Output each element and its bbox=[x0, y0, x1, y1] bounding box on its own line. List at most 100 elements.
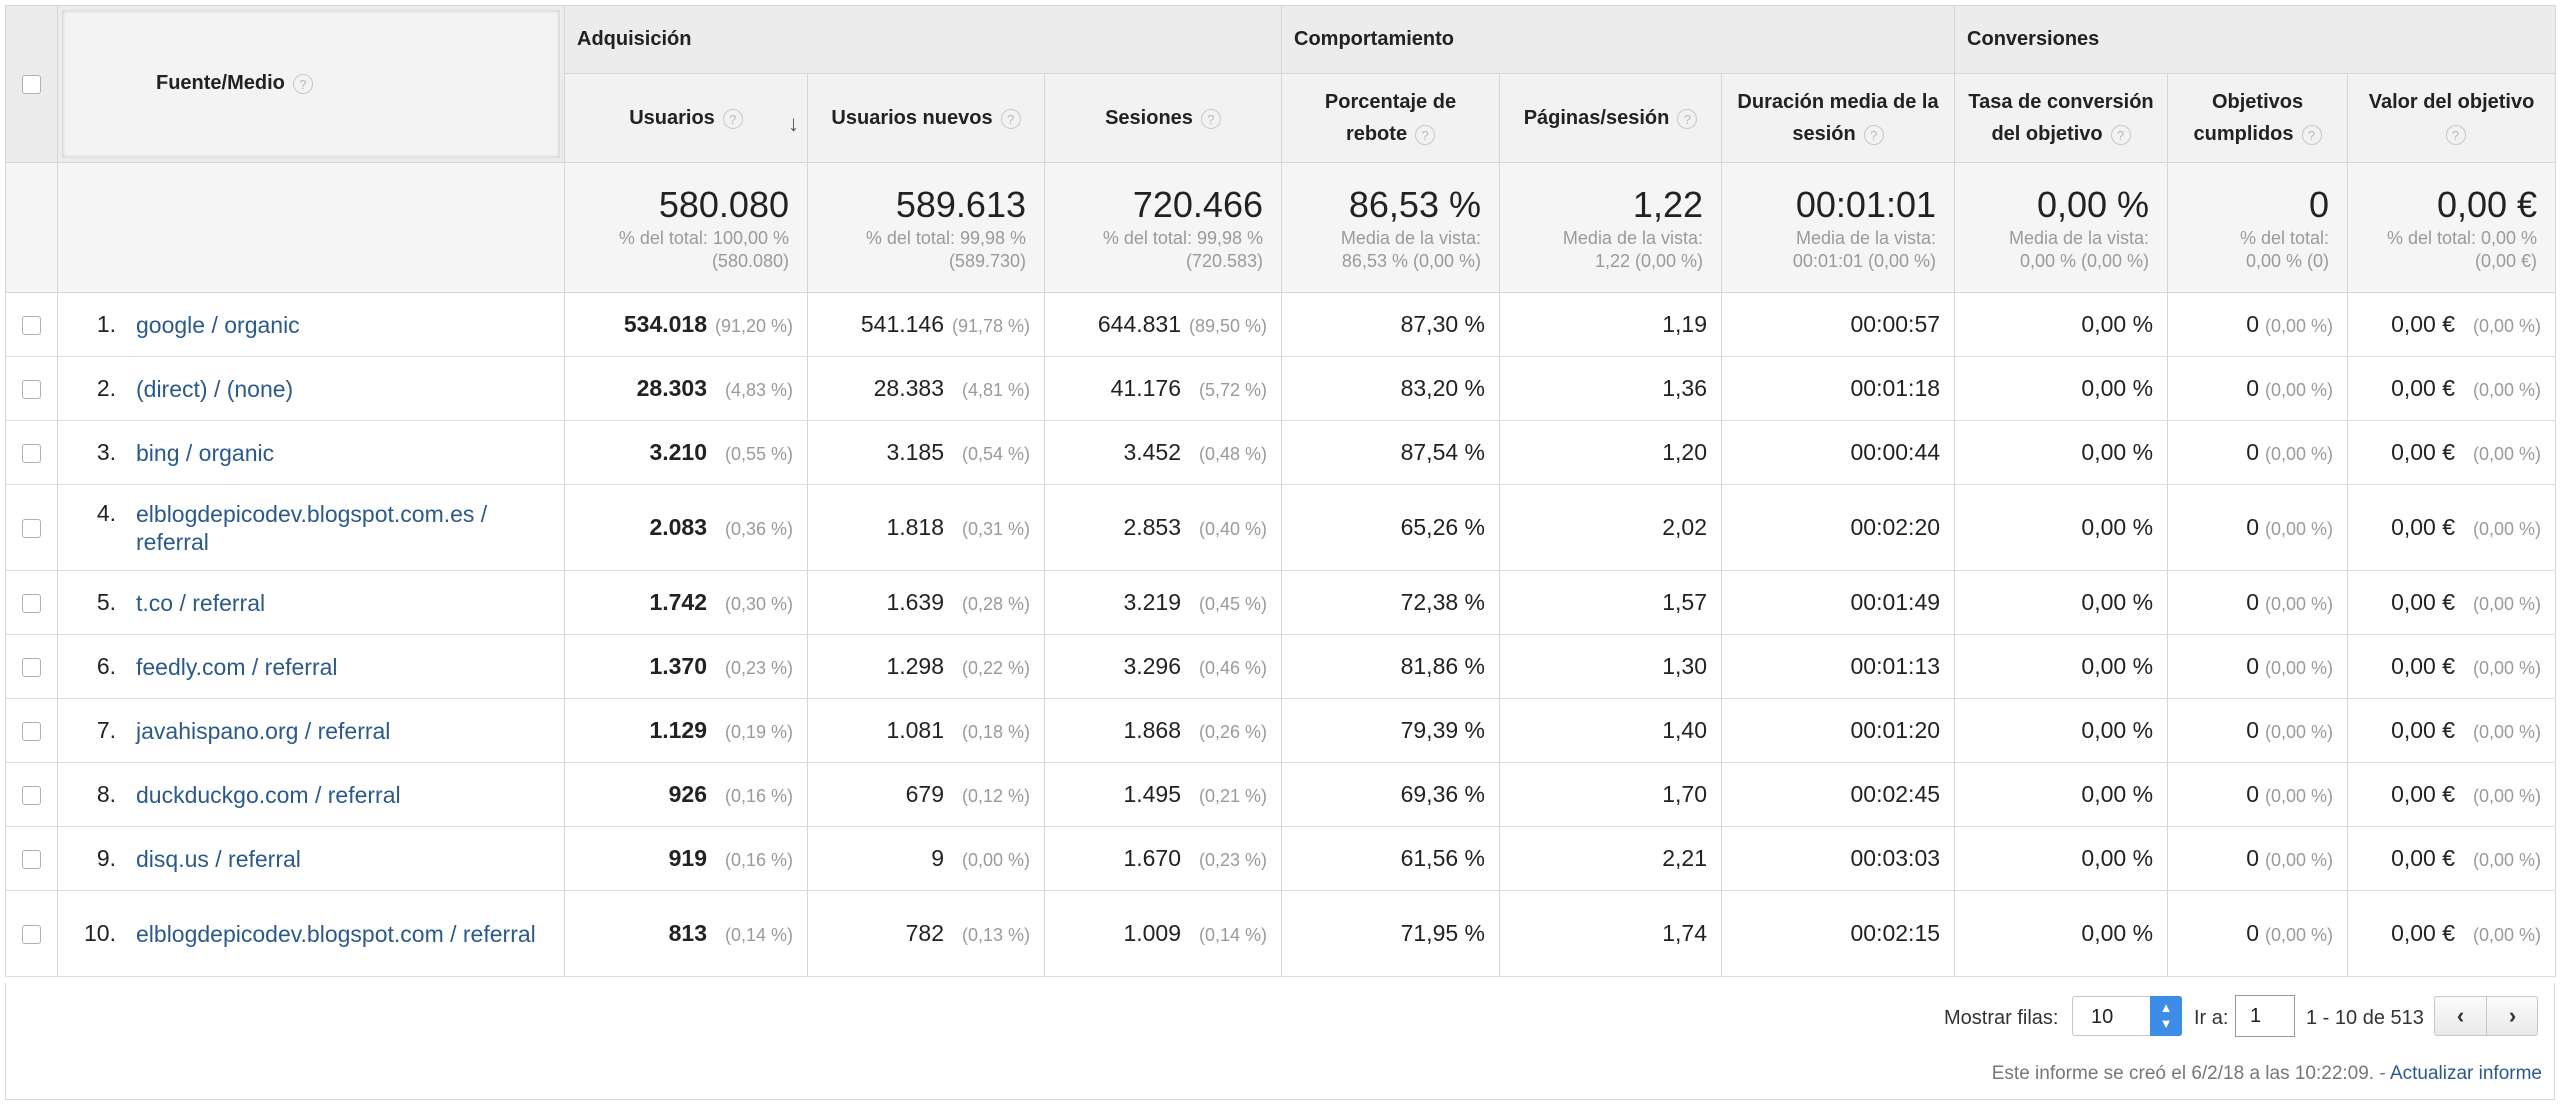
row-checkbox[interactable] bbox=[22, 925, 41, 945]
source-medium-link[interactable]: feedly.com / referral bbox=[136, 653, 338, 680]
sessions-percent: (0,48 %) bbox=[1198, 444, 1267, 464]
goto-page-input[interactable]: 1 bbox=[2235, 995, 2295, 1037]
source-medium-link[interactable]: t.co / referral bbox=[136, 589, 266, 616]
table-row: 2. (direct) / (none) 28.303 (4,83 %) 28.383 (… bbox=[5, 356, 2557, 421]
source-medium-link[interactable]: elblogdepicodev.blogspot.com.es / referr… bbox=[136, 500, 488, 555]
col-header-goal-value[interactable]: Valor del objetivo? bbox=[2347, 73, 2557, 163]
goal-completions-percent: (0,00 %) bbox=[2265, 722, 2334, 742]
pages-per-session-cell: 1,57 bbox=[1499, 570, 1722, 635]
help-icon[interactable]: ? bbox=[1000, 108, 1021, 129]
total-note: 86,53 % (0,00 %) bbox=[1341, 251, 1481, 271]
help-icon[interactable]: ? bbox=[1200, 108, 1221, 129]
goal-value-percent: (0,00 %) bbox=[2473, 594, 2542, 614]
users-cell: 919 (0,16 %) bbox=[564, 826, 808, 891]
next-page-button[interactable]: › bbox=[2508, 1003, 2517, 1028]
help-icon[interactable]: ? bbox=[1863, 124, 1884, 145]
table-row: 9. disq.us / referral 919 (0,16 %) 9 (0,00 %)… bbox=[5, 826, 2557, 891]
sessions-cell: 1.009 (0,14 %) bbox=[1044, 890, 1282, 977]
avg-duration-cell: 00:03:03 bbox=[1720, 826, 1956, 891]
source-medium-link[interactable]: google / organic bbox=[136, 311, 300, 338]
conversion-rate-cell: 0,00 % bbox=[1954, 292, 2169, 357]
show-rows-select[interactable]: 10 ▲ ▼ bbox=[2072, 996, 2182, 1036]
row-checkbox[interactable] bbox=[22, 316, 41, 336]
help-icon[interactable]: ? bbox=[2445, 124, 2466, 145]
sessions-value: 644.831 bbox=[1097, 311, 1181, 337]
table-row: 1. google / organic 534.018 (91,20 %) 541.14… bbox=[5, 292, 2557, 357]
row-checkbox[interactable] bbox=[22, 722, 41, 742]
users-percent: (0,55 %) bbox=[724, 444, 793, 464]
goal-value-percent: (0,00 %) bbox=[2473, 658, 2542, 678]
bounce-rate-cell: 87,30 % bbox=[1281, 292, 1500, 357]
prev-page-button[interactable]: ‹ bbox=[2435, 997, 2487, 1035]
users-cell: 1.742 (0,30 %) bbox=[564, 570, 808, 635]
row-checkbox[interactable] bbox=[22, 519, 41, 539]
new-users-value: 1.639 bbox=[886, 589, 944, 615]
goal-completions-value: 0 bbox=[2246, 845, 2259, 871]
col-header-users[interactable]: Usuarios? ↓ bbox=[564, 73, 808, 163]
conversion-rate-cell: 0,00 % bbox=[1954, 420, 2169, 485]
table-row: 5. t.co / referral 1.742 (0,30 %) 1.639 (0,28… bbox=[5, 570, 2557, 635]
total-note: Media de la vista: bbox=[2008, 228, 2150, 248]
source-medium-link[interactable]: bing / organic bbox=[136, 439, 275, 466]
users-percent: (0,23 %) bbox=[724, 658, 793, 678]
help-icon[interactable]: ? bbox=[2110, 124, 2131, 145]
col-header-pages-per-session[interactable]: Páginas/sesión? bbox=[1499, 73, 1722, 163]
source-medium-header[interactable]: Fuente/Medio? bbox=[57, 5, 565, 163]
sessions-cell: 1.495 (0,21 %) bbox=[1044, 762, 1282, 827]
sort-desc-icon[interactable]: ↓ bbox=[788, 111, 799, 136]
help-icon[interactable]: ? bbox=[722, 108, 743, 129]
pages-per-session-cell: 1,36 bbox=[1499, 356, 1722, 421]
row-checkbox[interactable] bbox=[22, 786, 41, 806]
pages-per-session-cell: 1,20 bbox=[1499, 420, 1722, 485]
select-all-checkbox[interactable] bbox=[22, 74, 41, 94]
goal-completions-percent: (0,00 %) bbox=[2265, 850, 2334, 870]
help-icon[interactable]: ? bbox=[1415, 124, 1436, 145]
source-medium-link[interactable]: elblogdepicodev.blogspot.com / referral bbox=[136, 920, 536, 947]
goal-completions-percent: (0,00 %) bbox=[2265, 925, 2334, 945]
source-medium-link[interactable]: duckduckgo.com / referral bbox=[136, 781, 401, 808]
row-checkbox[interactable] bbox=[22, 444, 41, 464]
row-checkbox[interactable] bbox=[22, 850, 41, 870]
sessions-percent: (0,23 %) bbox=[1198, 850, 1267, 870]
col-header-bounce-rate[interactable]: Porcentaje de rebote? bbox=[1281, 73, 1500, 163]
total-note: % del total: 0,00 % bbox=[2386, 228, 2538, 248]
group-header-conversions: Conversiones bbox=[1954, 5, 2557, 74]
goal-completions-value: 0 bbox=[2246, 653, 2259, 679]
row-checkbox-cell bbox=[5, 356, 58, 421]
col-header-goal-conversion-rate[interactable]: Tasa de conversión del objetivo? bbox=[1954, 73, 2169, 163]
new-users-cell: 9 (0,00 %) bbox=[807, 826, 1045, 891]
new-users-cell: 1.639 (0,28 %) bbox=[807, 570, 1045, 635]
users-percent: (0,16 %) bbox=[724, 786, 793, 806]
goal-value-cell: 0,00 € (0,00 %) bbox=[2347, 484, 2557, 571]
goal-value-cell: 0,00 € (0,00 %) bbox=[2347, 826, 2557, 891]
group-header-acquisition: Adquisición bbox=[564, 5, 1282, 74]
source-medium-link[interactable]: javahispano.org / referral bbox=[136, 717, 391, 744]
users-value: 3.210 bbox=[649, 439, 707, 465]
users-cell: 1.370 (0,23 %) bbox=[564, 634, 808, 699]
help-icon[interactable]: ? bbox=[1677, 108, 1698, 129]
help-icon[interactable]: ? bbox=[2301, 124, 2322, 145]
col-header-new-users[interactable]: Usuarios nuevos? bbox=[807, 73, 1045, 163]
new-users-cell: 782 (0,13 %) bbox=[807, 890, 1045, 977]
col-header-sessions[interactable]: Sesiones? bbox=[1044, 73, 1282, 163]
conversion-rate-cell: 0,00 % bbox=[1954, 356, 2169, 421]
source-medium-link[interactable]: (direct) / (none) bbox=[136, 375, 294, 402]
goal-value-cell: 0,00 € (0,00 %) bbox=[2347, 634, 2557, 699]
source-medium-link[interactable]: disq.us / referral bbox=[136, 845, 301, 872]
total-value: 00:01:01 bbox=[1795, 184, 1937, 225]
row-checkbox[interactable] bbox=[22, 658, 41, 678]
row-checkbox[interactable] bbox=[22, 380, 41, 400]
col-header-goal-completions[interactable]: Objetivos cumplidos? bbox=[2167, 73, 2349, 163]
row-checkbox-cell bbox=[5, 420, 58, 485]
avg-duration-cell: 00:02:15 bbox=[1720, 890, 1956, 977]
goal-completions-value: 0 bbox=[2246, 589, 2259, 615]
refresh-report-link[interactable]: Actualizar informe bbox=[2389, 1063, 2542, 1084]
conversion-rate-cell: 0,00 % bbox=[1954, 570, 2169, 635]
help-icon[interactable]: ? bbox=[292, 73, 313, 94]
col-header-avg-session-duration[interactable]: Duración media de la sesión? bbox=[1720, 73, 1956, 163]
goal-value-value: 0,00 € bbox=[2391, 781, 2456, 807]
goto-label: Ir a: bbox=[2194, 1007, 2229, 1029]
avg-duration-cell: 00:00:44 bbox=[1720, 420, 1956, 485]
sessions-value: 3.452 bbox=[1123, 439, 1181, 465]
row-checkbox[interactable] bbox=[22, 594, 41, 614]
